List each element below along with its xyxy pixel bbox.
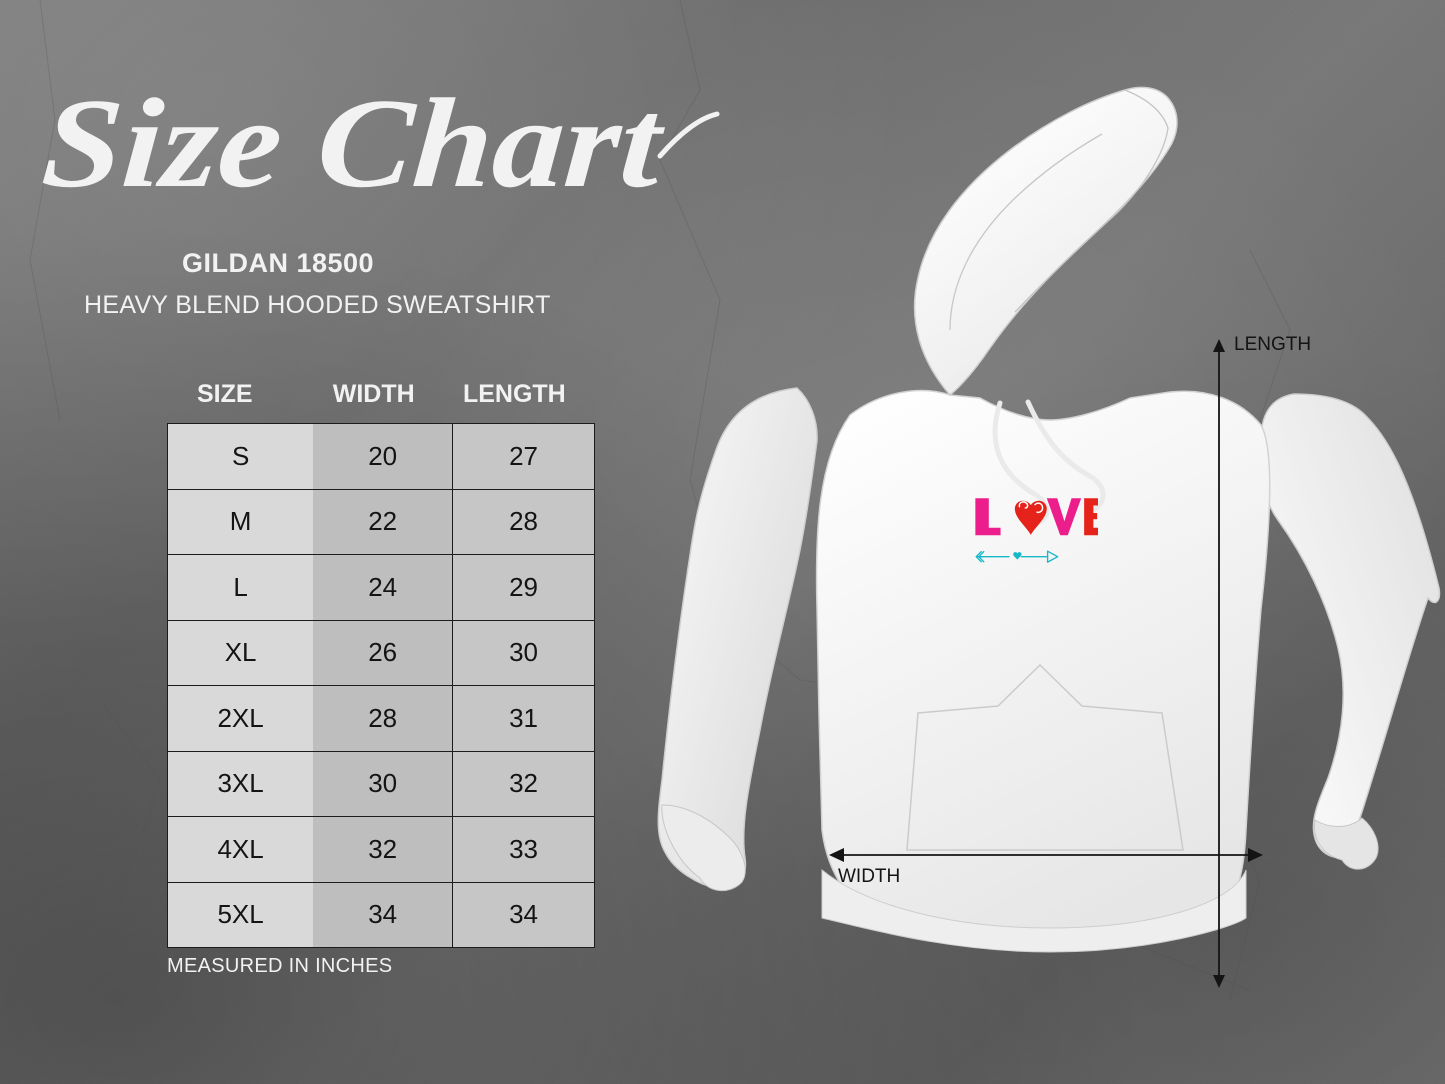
svg-text:LENGTH: LENGTH: [1234, 334, 1311, 355]
svg-text:Size Chart: Size Chart: [38, 73, 670, 214]
svg-text:WIDTH: WIDTH: [838, 866, 900, 887]
